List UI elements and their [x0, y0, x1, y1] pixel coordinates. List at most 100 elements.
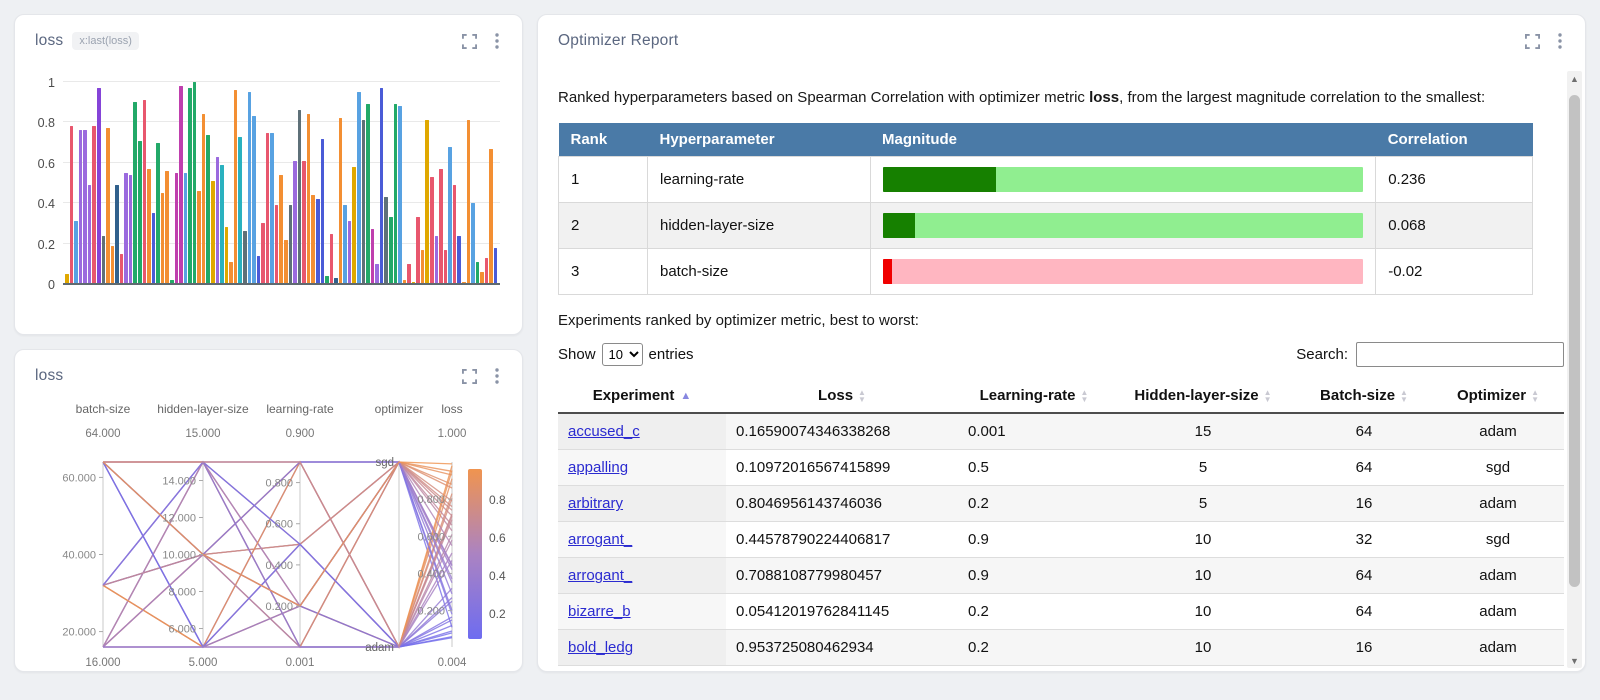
run-bar[interactable] [179, 86, 183, 284]
run-bar[interactable] [325, 275, 329, 284]
run-line[interactable] [102, 461, 453, 648]
run-bar[interactable] [233, 90, 238, 284]
sort-ascending-icon[interactable]: ▲ [680, 390, 692, 403]
run-bar[interactable] [119, 253, 124, 284]
run-bar[interactable] [375, 263, 379, 284]
run-bar[interactable] [83, 130, 87, 284]
run-line[interactable] [102, 460, 453, 649]
run-bar[interactable] [357, 92, 361, 284]
run-bar[interactable] [133, 102, 137, 284]
run-bar[interactable] [347, 221, 352, 284]
run-bar[interactable] [206, 134, 210, 284]
run-line[interactable] [103, 461, 453, 649]
run-bar[interactable] [220, 164, 224, 284]
exp-header-optimizer[interactable]: Optimizer ▲ ▼ [1432, 379, 1564, 415]
run-line[interactable] [103, 460, 453, 648]
run-bar[interactable] [69, 126, 74, 284]
run-bar[interactable] [229, 261, 233, 284]
fullscreen-icon[interactable] [458, 365, 480, 387]
run-bar[interactable] [302, 160, 306, 284]
run-bar[interactable] [311, 195, 315, 284]
run-bar[interactable] [288, 205, 293, 284]
run-bar[interactable] [183, 172, 188, 284]
fullscreen-icon[interactable] [1521, 30, 1543, 52]
run-bar[interactable] [443, 249, 448, 284]
run-bar[interactable] [420, 249, 425, 284]
run-line[interactable] [102, 461, 453, 649]
run-bar[interactable] [115, 185, 119, 284]
experiment-link[interactable]: arrogant_ [568, 567, 633, 585]
run-bar[interactable] [493, 247, 498, 284]
run-bar[interactable] [484, 257, 489, 284]
run-bar[interactable] [65, 273, 69, 284]
run-bar[interactable] [471, 203, 475, 284]
exp-header-batch-size[interactable]: Batch-size ▲ ▼ [1296, 379, 1432, 415]
kebab-menu-icon[interactable] [1549, 30, 1571, 52]
run-line[interactable] [102, 461, 453, 648]
run-line[interactable] [102, 460, 453, 648]
run-bar[interactable] [151, 213, 156, 284]
experiment-link[interactable]: accused_c [568, 423, 640, 441]
run-bar[interactable] [439, 168, 443, 284]
run-bar[interactable] [329, 233, 334, 284]
run-bar[interactable] [320, 138, 325, 284]
run-bar[interactable] [92, 126, 96, 284]
run-line[interactable] [103, 460, 453, 648]
run-line[interactable] [102, 461, 453, 648]
run-bar[interactable] [297, 110, 302, 284]
run-bar[interactable] [174, 172, 179, 284]
run-bar[interactable] [434, 235, 439, 284]
run-bar[interactable] [197, 191, 201, 284]
run-bar[interactable] [265, 132, 270, 284]
run-bar[interactable] [306, 114, 311, 284]
parallel-coordinates-plot[interactable]: batch-size 64.000 16.000 60.000 40.000 20.000… [15, 391, 522, 673]
run-bar[interactable] [361, 120, 366, 284]
fullscreen-icon[interactable] [458, 30, 480, 52]
experiment-link[interactable]: bold_ledg [568, 639, 634, 657]
run-bar[interactable] [128, 174, 133, 284]
run-bar[interactable] [242, 231, 247, 284]
run-line[interactable] [102, 460, 453, 648]
run-bar[interactable] [352, 166, 356, 284]
run-bar[interactable] [425, 120, 429, 284]
run-bar[interactable] [480, 271, 484, 284]
run-line[interactable] [102, 461, 453, 649]
run-bar[interactable] [215, 156, 220, 284]
run-line[interactable] [102, 461, 453, 648]
run-bar[interactable] [165, 170, 169, 284]
run-bar[interactable] [147, 168, 151, 284]
kebab-menu-icon[interactable] [486, 365, 508, 387]
run-line[interactable] [103, 461, 453, 648]
run-bar[interactable] [261, 223, 265, 284]
run-bar[interactable] [247, 92, 252, 284]
run-line[interactable] [102, 461, 453, 649]
run-bar[interactable] [379, 88, 384, 284]
run-bar[interactable] [411, 281, 416, 284]
sort-both-icon[interactable]: ▲ ▼ [1531, 388, 1540, 405]
run-bar[interactable] [407, 263, 411, 284]
run-line[interactable] [103, 461, 453, 546]
run-bar[interactable] [87, 185, 92, 284]
run-line[interactable] [102, 460, 453, 649]
scrollbar[interactable]: ▲ ▼ [1567, 71, 1582, 668]
exp-header-learning-rate[interactable]: Learning-rate ▲ ▼ [958, 379, 1110, 415]
run-bar[interactable] [430, 176, 434, 284]
run-bar[interactable] [489, 148, 493, 284]
run-bar[interactable] [334, 277, 338, 284]
run-bar[interactable] [78, 130, 83, 284]
sort-both-icon[interactable]: ▲ ▼ [858, 388, 866, 405]
run-bar[interactable] [457, 235, 461, 284]
run-bar[interactable] [384, 197, 388, 284]
run-line[interactable] [102, 460, 453, 648]
run-bar[interactable] [416, 217, 420, 284]
run-line[interactable] [102, 461, 453, 648]
run-bar[interactable] [293, 160, 297, 284]
run-bar[interactable] [156, 142, 160, 284]
sort-both-icon[interactable]: ▲ ▼ [1080, 388, 1089, 405]
run-bar[interactable] [74, 221, 78, 284]
run-bar[interactable] [224, 227, 229, 284]
run-line[interactable] [102, 460, 453, 648]
run-bar[interactable] [475, 261, 480, 284]
run-bar[interactable] [366, 104, 370, 284]
search-input[interactable] [1356, 342, 1564, 368]
